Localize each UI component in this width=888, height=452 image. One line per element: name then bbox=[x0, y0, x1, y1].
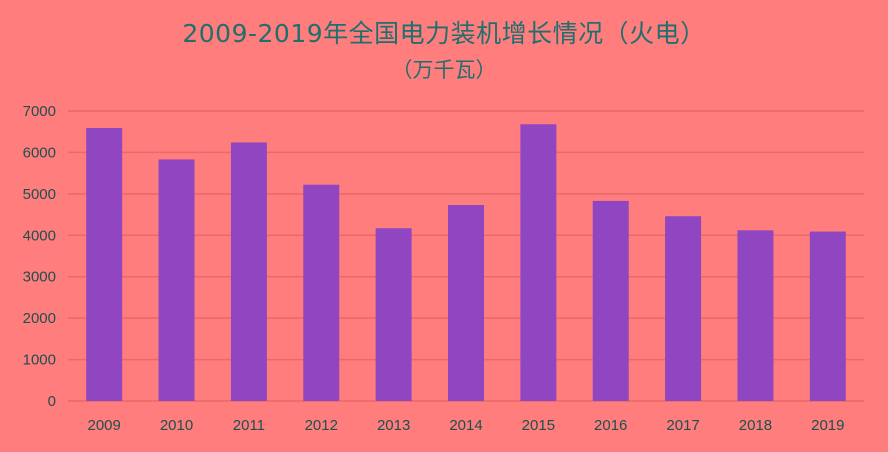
x-tick-label: 2013 bbox=[377, 417, 410, 434]
x-tick-label: 2009 bbox=[87, 417, 120, 434]
bar-2017 bbox=[665, 216, 702, 401]
x-tick-label: 2011 bbox=[233, 417, 265, 434]
bar-2014 bbox=[448, 205, 484, 401]
y-tick-label: 3000 bbox=[23, 269, 56, 286]
y-tick-label: 7000 bbox=[23, 103, 56, 120]
x-tick-label: 2015 bbox=[522, 417, 555, 434]
bar-2018 bbox=[737, 230, 774, 401]
bar-2012 bbox=[303, 184, 340, 401]
bar-2010 bbox=[158, 159, 195, 401]
y-tick-label: 2000 bbox=[23, 310, 56, 327]
bar-2011 bbox=[230, 142, 267, 401]
bar-2019 bbox=[809, 231, 846, 401]
chart-subtitle: （万千瓦） bbox=[391, 58, 497, 82]
x-tick-label: 2014 bbox=[449, 417, 482, 434]
y-tick-label: 6000 bbox=[23, 144, 56, 161]
x-axis-ticks: 2009 2010 2011 2012 2013 2014 2015 2016 2017 2018… bbox=[87, 417, 844, 434]
x-tick-label: 2012 bbox=[305, 417, 338, 434]
chart-title: 2009-2019年全国电力装机增长情况（火电） bbox=[182, 19, 706, 48]
y-tick-label: 1000 bbox=[23, 352, 56, 369]
x-tick-label: 2019 bbox=[811, 417, 844, 434]
x-tick-label: 2016 bbox=[594, 417, 627, 434]
x-tick-label: 2017 bbox=[666, 417, 699, 434]
bars bbox=[86, 124, 846, 401]
y-tick-label: 4000 bbox=[23, 227, 56, 244]
x-tick-label: 2018 bbox=[739, 417, 772, 434]
y-axis-ticks: 0 1000 2000 3000 4000 5000 6000 7000 bbox=[23, 103, 56, 410]
bar-2016 bbox=[592, 200, 629, 401]
bar-2015 bbox=[520, 124, 557, 401]
y-tick-label: 5000 bbox=[23, 186, 56, 203]
bar-2013 bbox=[375, 228, 412, 401]
bar-2009 bbox=[86, 127, 123, 401]
x-tick-label: 2010 bbox=[160, 417, 193, 434]
y-tick-label: 0 bbox=[48, 393, 56, 410]
